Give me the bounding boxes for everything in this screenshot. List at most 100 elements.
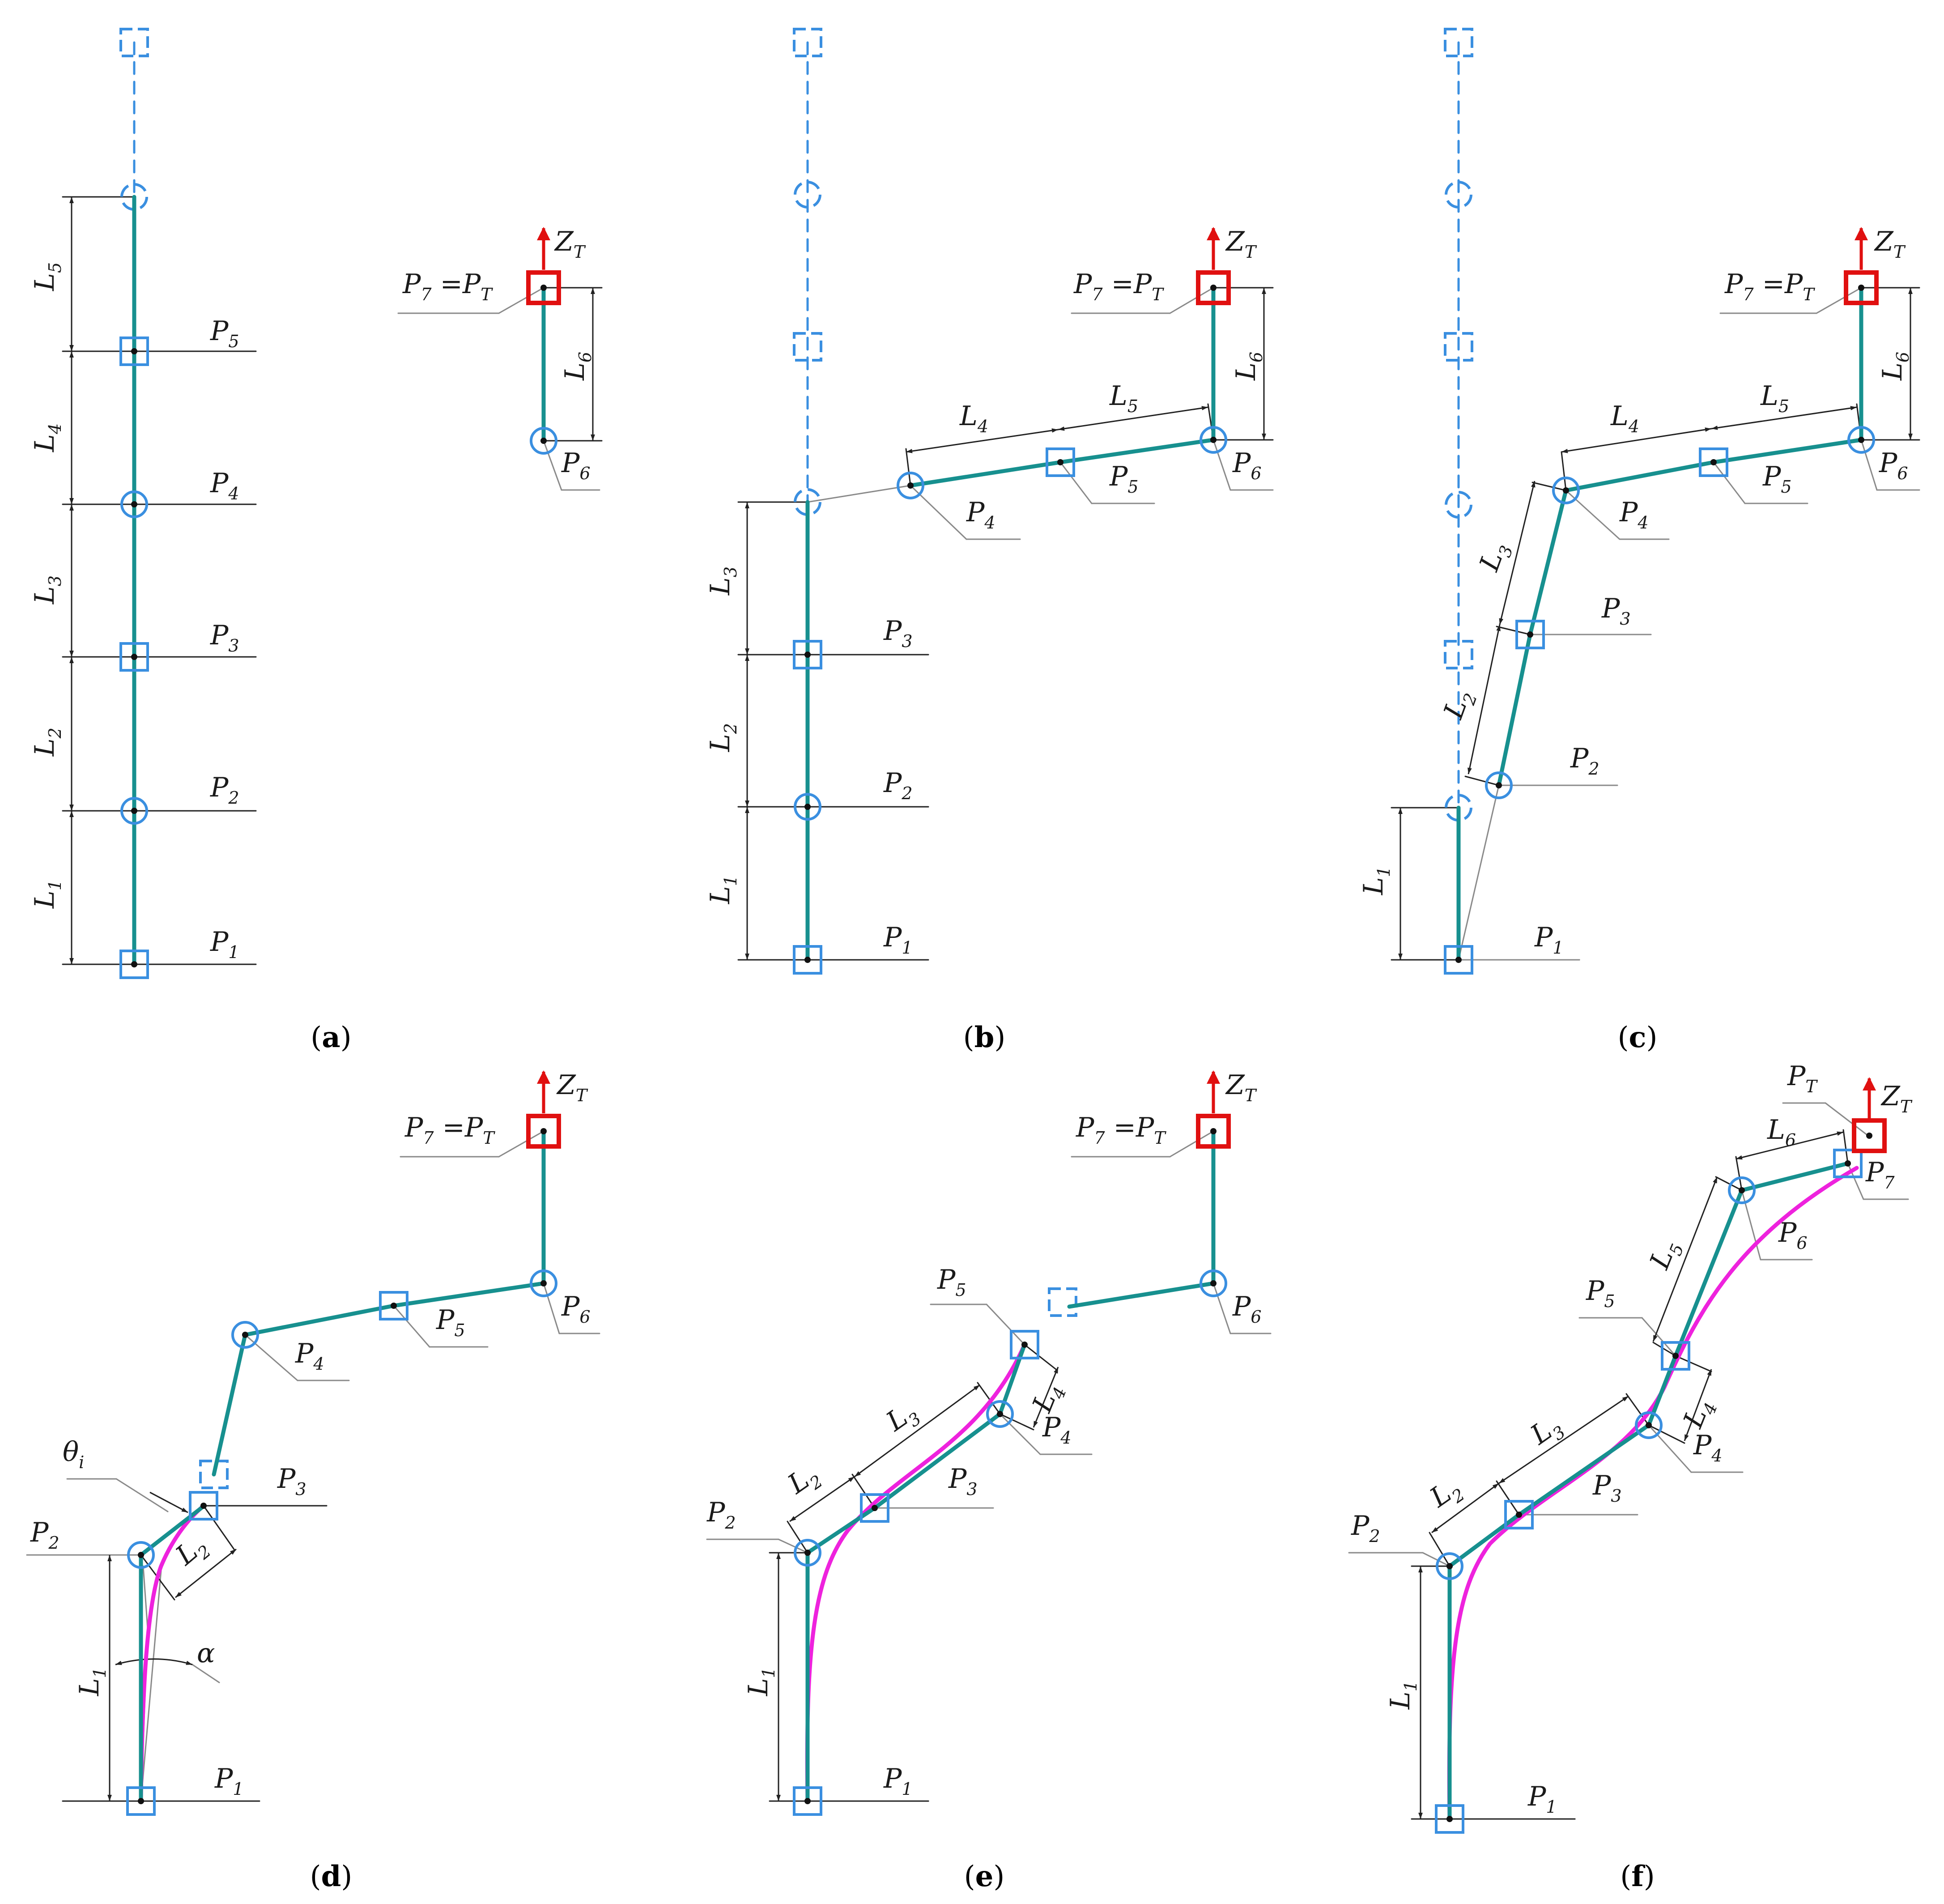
label-sub: T xyxy=(481,285,493,304)
caption-open: ( xyxy=(964,1860,975,1893)
joint-center-dot xyxy=(907,482,914,489)
caption-letter: a xyxy=(322,1021,340,1054)
label-base: L xyxy=(29,890,60,909)
label-b-L6: L6 xyxy=(1230,352,1266,381)
label-c-L6: L6 xyxy=(1877,352,1913,381)
joint-center-dot xyxy=(131,501,137,507)
label-a-P3: P3 xyxy=(210,620,239,656)
label-a-L4: L4 xyxy=(29,423,65,452)
rotary-joint-icon xyxy=(897,472,924,499)
ghost-prismatic-joint-icon xyxy=(119,28,149,57)
label-base: P xyxy=(1042,1412,1061,1443)
label-a-L5: L5 xyxy=(29,262,65,291)
caption-f: (f) xyxy=(1620,1860,1655,1893)
label-base: P xyxy=(883,922,902,953)
joint-center-dot xyxy=(804,804,811,810)
joint-center-dot xyxy=(1845,1160,1851,1167)
ghost-prismatic-joint-icon xyxy=(793,332,822,362)
label-sub: 4 xyxy=(977,417,988,436)
label-b-L1: L1 xyxy=(705,875,740,904)
label-d-P5: P5 xyxy=(436,1304,465,1340)
label-sub: T xyxy=(1893,242,1906,262)
label-base: P xyxy=(1076,1112,1095,1143)
target-square-icon xyxy=(1196,1114,1231,1149)
label-base: P xyxy=(1232,447,1251,479)
joint-center-dot xyxy=(1455,957,1462,963)
target-square-icon xyxy=(1844,270,1879,305)
label-sub: 2 xyxy=(1369,1526,1380,1546)
label-sub: 7 xyxy=(1092,285,1103,304)
prismatic-joint-icon xyxy=(793,945,822,975)
label-sub: 6 xyxy=(1785,1130,1796,1150)
label-sub: 6 xyxy=(1893,352,1913,362)
label-sub: 3 xyxy=(721,567,740,577)
label-sub: 6 xyxy=(579,1307,590,1327)
label-base: L xyxy=(705,734,736,752)
leader-line xyxy=(498,1130,544,1158)
leader-line xyxy=(1212,1282,1231,1334)
ghost-rotary-joint-icon xyxy=(1445,794,1472,822)
link-segment xyxy=(1740,1161,1850,1193)
label-sub: i xyxy=(79,1452,84,1472)
label-base: P xyxy=(1136,1112,1155,1143)
caption-c: (c) xyxy=(1618,1021,1658,1054)
caption-open: ( xyxy=(310,1860,321,1893)
rotary-joint-icon xyxy=(120,797,148,825)
label-a-P2: P2 xyxy=(210,772,239,808)
label-sub: 2 xyxy=(721,723,740,734)
label-sub: 3 xyxy=(295,1479,306,1499)
label-e-P4: P4 xyxy=(1042,1412,1072,1448)
joints xyxy=(119,227,1887,1834)
label-sub: 4 xyxy=(1060,1428,1071,1448)
label-base: P xyxy=(1570,743,1589,774)
label-a-ZT: ZT xyxy=(554,226,586,262)
label-b-P1: P1 xyxy=(883,922,913,958)
rotary-joint-icon xyxy=(1200,426,1227,454)
label-a-P4: P4 xyxy=(210,468,239,503)
label-base: L xyxy=(1358,877,1389,895)
label-base: L xyxy=(1767,1114,1785,1146)
label-sub: 7 xyxy=(1094,1128,1105,1148)
label-base: L xyxy=(959,400,978,432)
joint-center-dot xyxy=(138,1798,144,1804)
dimension-arrow xyxy=(1561,427,1712,453)
label-sub: 4 xyxy=(228,484,239,503)
link-segment xyxy=(1067,1281,1216,1309)
label-eq: = xyxy=(1754,268,1785,300)
label-base: P xyxy=(210,315,229,347)
caption-close: ) xyxy=(340,1021,352,1054)
leader-line xyxy=(1713,461,1746,504)
ghost-prismatic-joint-icon xyxy=(199,1460,229,1489)
caption-close: ) xyxy=(1646,1021,1657,1054)
label-b-P5: P5 xyxy=(1109,461,1139,497)
label-base: P xyxy=(561,1291,580,1322)
caption-open: ( xyxy=(1618,1021,1629,1054)
caption-b: (b) xyxy=(963,1021,1006,1054)
prismatic-joint-icon xyxy=(189,1491,218,1521)
joint-center-dot xyxy=(997,1411,1003,1417)
prismatic-joint-icon xyxy=(1010,1330,1039,1359)
label-e-ZT: ZT xyxy=(1225,1069,1257,1105)
label-b-P3: P3 xyxy=(883,615,913,651)
label-base: Z xyxy=(1225,226,1245,257)
label-sub: T xyxy=(483,1128,495,1148)
label-base: P xyxy=(404,1112,424,1143)
prismatic-joint-icon xyxy=(1833,1149,1863,1178)
label-sub: 1 xyxy=(1374,866,1394,877)
joint-center-dot xyxy=(391,1303,397,1309)
extension-line xyxy=(1024,1344,1057,1370)
rotary-joint-icon xyxy=(231,1321,259,1349)
label-sub: 3 xyxy=(228,636,239,656)
label-b-L3: L3 xyxy=(705,567,740,596)
caption-letter: d xyxy=(321,1860,341,1893)
label-sub: 6 xyxy=(1251,464,1261,483)
label-f-P4: P4 xyxy=(1693,1430,1723,1465)
leader-line xyxy=(543,1282,560,1334)
rotary-joint-icon xyxy=(127,1541,155,1569)
dimension-arrow xyxy=(1499,481,1536,625)
label-a-L6: L6 xyxy=(559,352,595,381)
label-sub: 5 xyxy=(1781,477,1791,497)
label-base: P xyxy=(462,268,481,300)
label-sub: 6 xyxy=(1796,1233,1807,1253)
label-c-P4: P4 xyxy=(1619,497,1649,532)
